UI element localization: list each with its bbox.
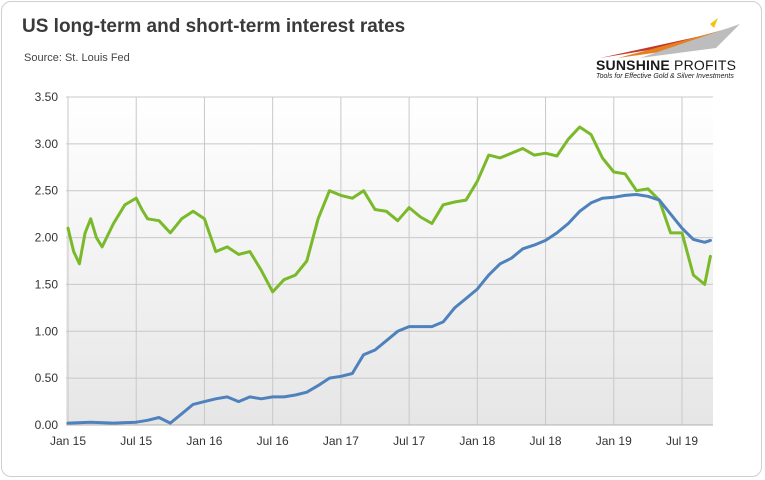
source-note: Source: St. Louis Fed bbox=[24, 52, 130, 64]
y-tick-label: 1.00 bbox=[35, 324, 59, 338]
series-group bbox=[66, 125, 712, 425]
x-tick-label: Jan 17 bbox=[323, 434, 359, 448]
x-tick-label: Jan 18 bbox=[459, 434, 495, 448]
x-tick-label: Jul 17 bbox=[393, 434, 425, 448]
sunshine-profits-logo-icon bbox=[600, 18, 740, 58]
plot-area bbox=[66, 97, 713, 425]
y-tick-label: 0.50 bbox=[35, 371, 59, 385]
x-tick-label: Jan 19 bbox=[596, 434, 632, 448]
y-tick-label: 0.00 bbox=[35, 418, 59, 432]
y-tick-label: 2.50 bbox=[35, 184, 59, 198]
short-term-rate-line bbox=[66, 193, 712, 425]
y-tick-label: 1.50 bbox=[35, 277, 59, 291]
x-tick-label: Jan 16 bbox=[186, 434, 222, 448]
logo-tagline: Tools for Effective Gold & Silver Invest… bbox=[596, 73, 734, 80]
x-tick-label: Jul 16 bbox=[257, 434, 289, 448]
long-term-rate-line bbox=[66, 125, 712, 294]
logo-name: SUNSHINE PROFITS bbox=[596, 57, 737, 73]
chart-title: US long-term and short-term interest rat… bbox=[22, 16, 406, 37]
x-tick-label: Jul 19 bbox=[666, 434, 698, 448]
x-axis-ticks: Jan 15 Jul 15 Jan 16 Jul 16 Jan 17 Jul 17 Jan … bbox=[50, 434, 698, 448]
y-tick-label: 2.00 bbox=[35, 231, 59, 245]
x-tick-label: Jan 15 bbox=[50, 434, 86, 448]
y-tick-label: 3.00 bbox=[35, 137, 59, 151]
grid-lines bbox=[66, 96, 713, 426]
y-axis-ticks: 0.00 0.50 1.00 1.50 2.00 2.50 3.00 3.50 bbox=[35, 90, 59, 432]
x-tick-label: Jul 15 bbox=[120, 434, 152, 448]
x-tick-label: Jul 18 bbox=[530, 434, 562, 448]
y-tick-label: 3.50 bbox=[35, 90, 59, 104]
